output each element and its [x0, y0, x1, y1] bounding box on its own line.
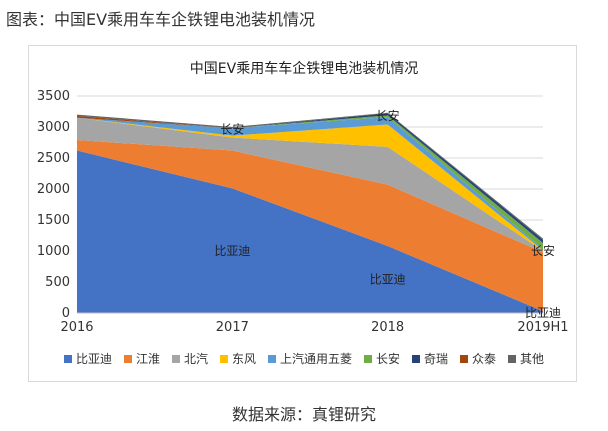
legend-swatch: [364, 355, 372, 363]
area-series: [77, 117, 543, 251]
legend-label: 东风: [232, 352, 256, 366]
x-tick-label: 2017: [216, 320, 249, 335]
x-tick-label: 2019H1: [517, 320, 568, 335]
legend-swatch: [460, 355, 468, 363]
legend-swatch: [412, 355, 420, 363]
chart-title: 中国EV乘用车车企铁锂电池装机情况: [190, 60, 418, 77]
y-tick-label: 2000: [37, 182, 70, 197]
area-series: [77, 150, 543, 313]
legend-label: 北汽: [184, 351, 208, 366]
legend-swatch: [508, 355, 516, 363]
legend-swatch: [172, 355, 180, 363]
y-tick-label: 3000: [37, 120, 70, 135]
data-annotation: 比亚迪: [525, 306, 561, 320]
y-tick-label: 500: [45, 275, 70, 290]
data-annotation: 比亚迪: [370, 273, 406, 287]
legend-label: 长安: [376, 351, 400, 366]
figure-caption: 图表：中国EV乘用车车企铁锂电池装机情况: [6, 10, 316, 29]
data-annotation: 长安: [376, 108, 400, 123]
y-tick-label: 1000: [37, 244, 70, 259]
legend-label: 众泰: [472, 352, 496, 366]
data-annotation: 比亚迪: [214, 244, 250, 258]
legend-swatch: [220, 355, 228, 363]
data-source: 数据来源：真锂研究: [231, 405, 376, 424]
legend-label: 奇瑞: [424, 352, 448, 366]
area-series: [77, 115, 543, 250]
area-series: [77, 117, 543, 251]
x-tick-label: 2016: [60, 320, 93, 335]
area-series: [77, 117, 543, 253]
y-tick-label: 1500: [37, 213, 70, 228]
legend-label: 比亚迪: [76, 352, 112, 366]
legend-label: 上汽通用五菱: [280, 351, 352, 366]
legend-swatch: [64, 355, 72, 363]
area-series: [77, 112, 543, 240]
legend-swatch: [124, 355, 132, 363]
y-tick-label: 2500: [37, 151, 70, 166]
area-series: [77, 113, 543, 243]
legend-label: 其他: [520, 352, 544, 366]
legend-swatch: [268, 355, 276, 363]
data-annotation: 长安: [220, 121, 244, 136]
y-tick-label: 0: [62, 306, 70, 321]
data-annotation: 长安: [531, 243, 555, 258]
area-series: [77, 140, 543, 312]
y-tick-label: 3500: [37, 89, 70, 104]
x-tick-label: 2018: [371, 320, 404, 335]
legend-label: 江淮: [136, 352, 160, 366]
